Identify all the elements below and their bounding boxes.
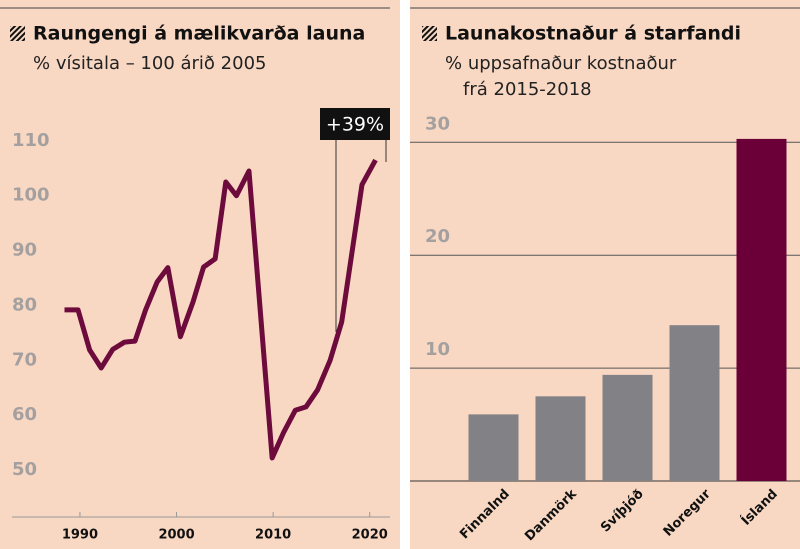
bar [468,414,519,481]
x-tick-label: 2020 [352,528,388,543]
y-tick-label: 20 [425,226,450,247]
y-tick-label: 80 [12,294,37,315]
annotation-box [320,108,390,140]
bar [669,325,720,481]
chart-title: Launakostnaður á starfandi [445,23,741,45]
x-tick-label: 1990 [62,528,98,543]
y-tick-label: 50 [12,459,37,480]
y-tick-label: 70 [12,349,37,370]
line [64,158,378,461]
chart-subtitle: % vísitala – 100 árið 2005 [33,53,266,74]
bar [602,374,653,481]
y-tick-label: 30 [425,113,450,134]
bar [535,396,586,481]
x-tick-label: 2010 [255,528,291,543]
y-tick-label: 60 [12,404,37,425]
title-icon [422,26,437,41]
chart-subtitle: % uppsafnaður kostnaður [445,53,677,74]
chart-subtitle: frá 2015-2018 [463,79,592,100]
annotation: +39% [326,114,384,136]
chart-title: Raungengi á mælikvarða launa [33,23,365,45]
y-tick-label: 90 [12,240,37,261]
title-icon [10,26,25,41]
y-tick-label: 110 [12,130,50,151]
y-tick-label: 100 [12,185,50,206]
y-tick-label: 10 [425,339,450,360]
x-tick-label: 2000 [158,528,194,543]
bar [736,138,787,481]
